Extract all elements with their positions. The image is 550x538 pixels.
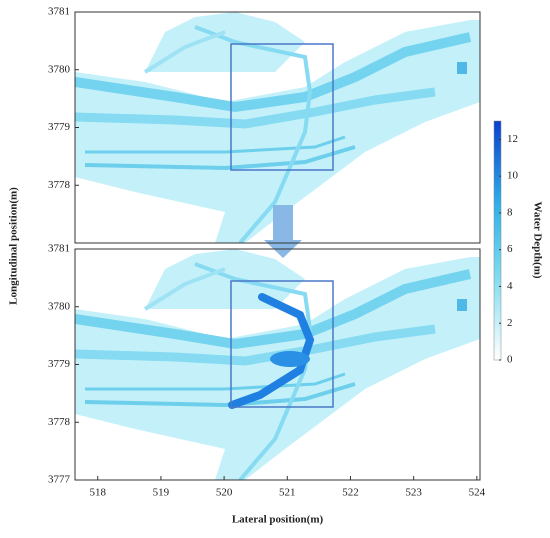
depth-field <box>75 249 480 480</box>
focus-box <box>230 43 334 171</box>
focus-box <box>230 280 334 408</box>
x-tick-label: 518 <box>89 487 106 499</box>
y-tick-label: 3778 <box>48 416 71 428</box>
y-tick-label: 3779 <box>48 121 71 133</box>
colorbar-tick-label: 2 <box>507 317 513 329</box>
colorbar-label: Water Depth(m) <box>531 201 543 278</box>
x-tick-label: 519 <box>153 487 170 499</box>
y-axis-label: Longitudinal position(m) <box>8 187 20 305</box>
arrow <box>264 205 302 258</box>
y-tick-label: 3779 <box>48 358 71 370</box>
colorbar-tick-label: 4 <box>507 280 513 292</box>
x-tick-label: 521 <box>279 487 296 499</box>
y-tick-label: 3781 <box>48 6 70 18</box>
colorbar-tick-label: 6 <box>507 243 513 255</box>
x-tick-label: 520 <box>216 487 233 499</box>
y-tick-label: 3777 <box>48 474 71 486</box>
x-tick-label: 523 <box>405 487 422 499</box>
x-tick-label: 522 <box>342 487 359 499</box>
y-tick-label: 3780 <box>48 300 71 312</box>
y-tick-label: 3780 <box>48 63 71 75</box>
x-tick-label: 524 <box>469 487 486 499</box>
colorbar-tick-label: 8 <box>507 206 513 218</box>
x-axis-label: Lateral position(m) <box>232 514 324 526</box>
colorbar <box>493 120 502 361</box>
y-tick-label: 3781 <box>48 243 70 255</box>
colorbar-tick-label: 12 <box>507 133 518 145</box>
colorbar-tick-label: 0 <box>507 354 513 366</box>
reinforced-zone <box>270 351 310 367</box>
colorbar-tick-label: 10 <box>507 170 519 182</box>
y-tick-label: 3778 <box>48 179 71 191</box>
